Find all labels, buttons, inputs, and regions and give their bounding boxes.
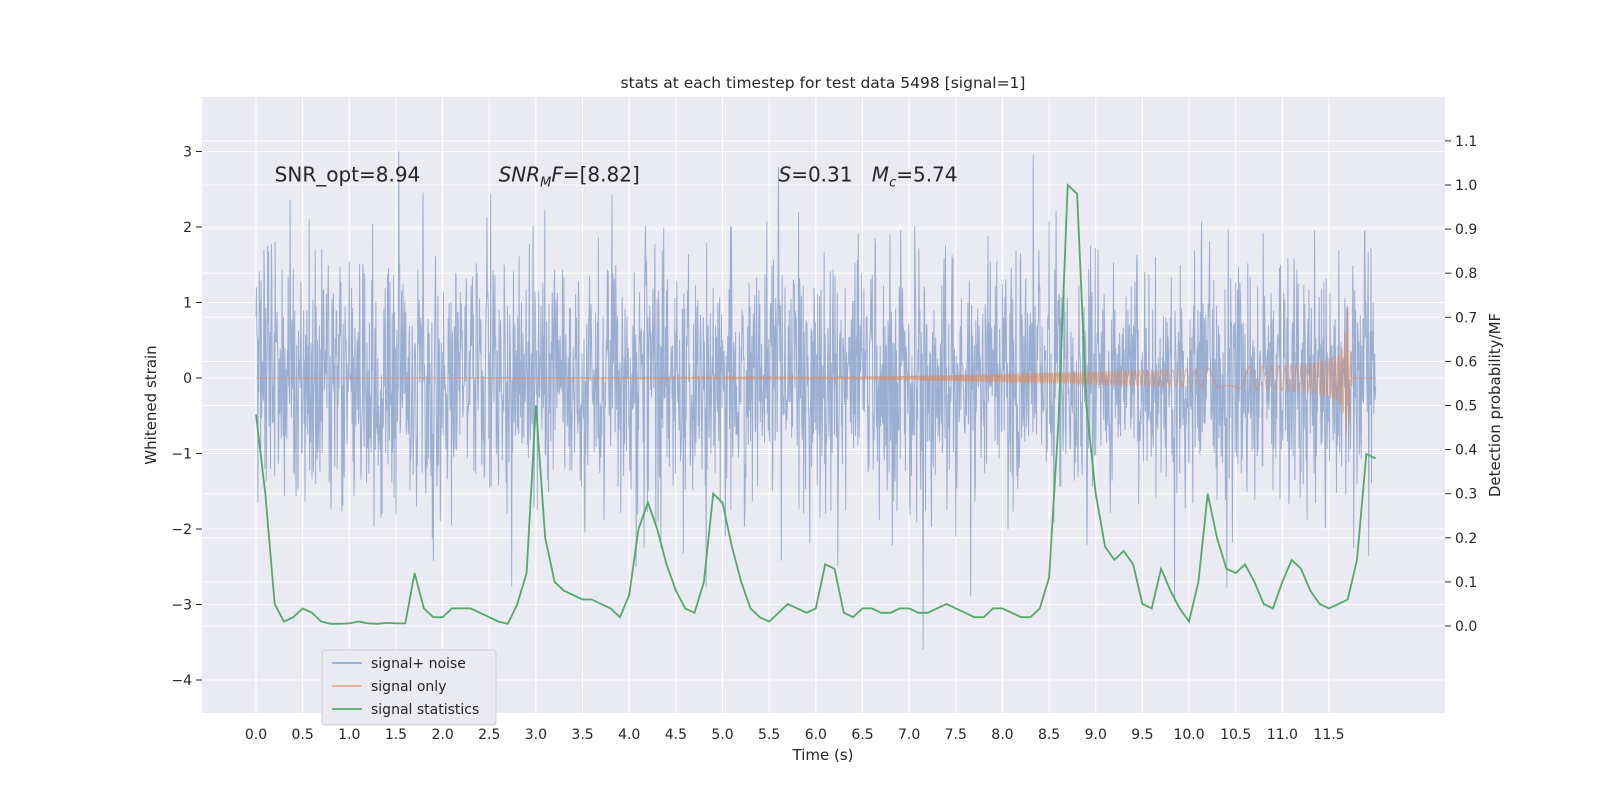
- y-ticks: 3 2 1 0 −1 −2 −3 −4: [171, 145, 202, 689]
- x-tick-label: 6.5: [851, 727, 873, 743]
- x-tick-label: 11.5: [1313, 727, 1344, 743]
- legend-label-signal-noise: signal+ noise: [371, 656, 466, 672]
- x-tick-label: 4.0: [618, 727, 640, 743]
- legend-label-signal-statistics: signal statistics: [371, 702, 479, 718]
- x-tick-label: 2.0: [431, 727, 453, 743]
- signal-statistics-line: [255, 182, 1377, 625]
- x-tick-label: 3.5: [571, 727, 593, 743]
- annotations: SNR_opt=8.94 SNRMF=[8.82] S=0.31 Mc=5.74: [275, 163, 958, 191]
- signal-noise-line: [255, 150, 1377, 650]
- y2-tick-label: 0.9: [1455, 222, 1477, 238]
- annotation-1: SNRMF=[8.82]: [499, 163, 640, 191]
- x-tick-label: 8.5: [1038, 727, 1060, 743]
- x-tick-label: 4.5: [665, 727, 687, 743]
- y2-tick-label: 1.1: [1455, 134, 1477, 150]
- x-tick-label: 1.5: [385, 727, 407, 743]
- x-tick-label: 5.5: [758, 727, 780, 743]
- x-tick-label: 5.0: [711, 727, 733, 743]
- annotation-0: SNR_opt=8.94: [275, 163, 421, 187]
- y-tick-label: 3: [183, 145, 192, 161]
- x-tick-label: 10.0: [1173, 727, 1204, 743]
- x-axis-label: Time (s): [792, 746, 854, 764]
- x-tick-label: 7.5: [945, 727, 967, 743]
- y2-tick-label: 1.0: [1455, 178, 1477, 194]
- x-tick-label: 6.0: [805, 727, 827, 743]
- x-tick-label: 2.5: [478, 727, 500, 743]
- y2-tick-label: 0.6: [1455, 354, 1477, 370]
- y2-tick-label: 0.2: [1455, 531, 1477, 547]
- x-tick-label: 7.0: [898, 727, 920, 743]
- x-tick-label: 0.0: [245, 727, 267, 743]
- x-ticks: 0.0 0.5 1.0 1.5 2.0 2.5 3.0 3.5 4.0 4.5 5.0 5.5 6.0 6…: [245, 727, 1345, 743]
- y2-tick-label: 0.1: [1455, 575, 1477, 591]
- y-tick-label: −4: [171, 673, 192, 689]
- y-tick-label: 1: [183, 296, 192, 312]
- x-tick-label: 0.5: [292, 727, 314, 743]
- legend: signal+ noise signal only signal statist…: [321, 649, 497, 726]
- x-tick-label: 9.5: [1131, 727, 1153, 743]
- annotation-2: S=0.31: [779, 163, 853, 187]
- y2-axis-label: Detection probability/MF: [1486, 313, 1504, 497]
- y-tick-label: 2: [183, 220, 192, 236]
- signal-layer: [256, 310, 1376, 436]
- y2-tick-label: 0.8: [1455, 266, 1477, 282]
- x-tick-label: 3.0: [525, 727, 547, 743]
- legend-box: [321, 649, 497, 726]
- x-tick-label: 9.0: [1085, 727, 1107, 743]
- annotation-3: Mc=5.74: [872, 163, 958, 191]
- x-tick-label: 10.5: [1220, 727, 1251, 743]
- y2-tick-label: 0.4: [1455, 443, 1477, 459]
- y-tick-label: −3: [171, 598, 192, 614]
- x-tick-label: 8.0: [991, 727, 1013, 743]
- chart-title: stats at each timestep for test data 549…: [621, 74, 1026, 92]
- legend-label-signal-only: signal only: [371, 679, 446, 695]
- y2-tick-label: 0.0: [1455, 619, 1477, 635]
- noise-layer: [255, 150, 1377, 650]
- y-axis-label: Whitened strain: [142, 345, 160, 464]
- y2-tick-label: 0.5: [1455, 399, 1477, 415]
- y-tick-label: 0: [183, 371, 192, 387]
- y-tick-label: −1: [171, 447, 192, 463]
- y-tick-label: −2: [171, 522, 192, 538]
- y2-ticks: 1.1 1.0 0.9 0.8 0.7 0.6 0.5 0.4 0.3 0.2 0.1 0.0: [1445, 134, 1477, 635]
- y2-tick-label: 0.7: [1455, 310, 1477, 326]
- signal-only-line: [256, 310, 1376, 436]
- y2-tick-label: 0.3: [1455, 487, 1477, 503]
- x-tick-label: 1.0: [338, 727, 360, 743]
- x-tick-label: 11.0: [1267, 727, 1298, 743]
- stats-layer: [255, 182, 1377, 625]
